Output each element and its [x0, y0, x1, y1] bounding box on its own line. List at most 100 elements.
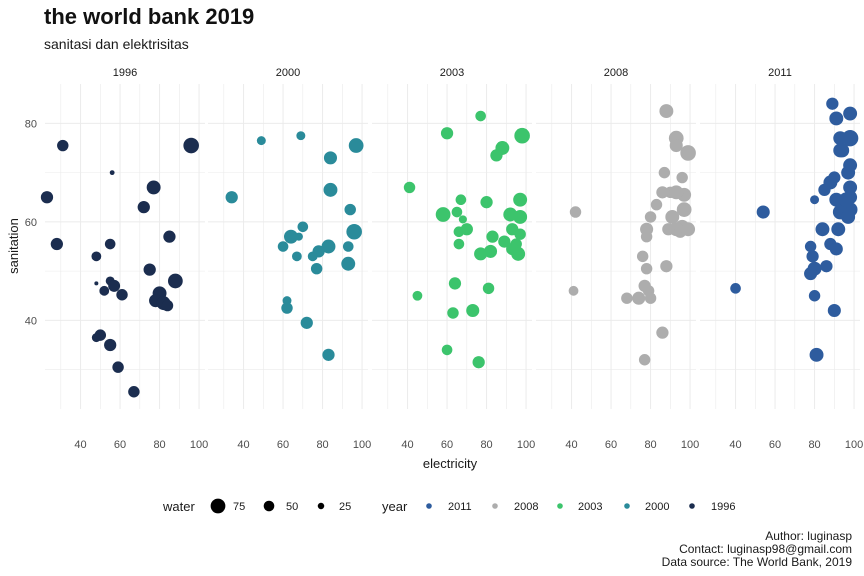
- color-legend-label: 2000: [645, 501, 669, 513]
- x-tick-label: 100: [845, 439, 863, 451]
- color-legend-key-1996: [689, 503, 695, 509]
- data-point-2000: [323, 182, 338, 197]
- data-point-2000: [348, 138, 364, 153]
- data-point-2003: [448, 277, 462, 290]
- x-axis-title: electricity: [423, 456, 478, 471]
- x-tick-label: 100: [353, 439, 371, 451]
- data-point-2000: [344, 203, 356, 216]
- x-tick-label: 100: [517, 439, 535, 451]
- data-point-1996: [146, 180, 161, 195]
- data-point-2008: [656, 186, 669, 199]
- data-point-2008: [676, 202, 692, 217]
- size-legend-key: [210, 498, 226, 514]
- data-point-2008: [656, 326, 669, 339]
- data-point-1996: [91, 333, 101, 343]
- data-point-2011: [809, 347, 824, 362]
- data-point-2008: [658, 166, 671, 179]
- chart-caption: Author: luginasp Contact: luginasp98@gma…: [662, 530, 852, 569]
- data-point-2003: [440, 127, 454, 140]
- x-tick-label: 40: [74, 439, 86, 451]
- data-point-2011: [804, 240, 817, 253]
- data-point-2008: [681, 222, 696, 237]
- data-point-1996: [94, 281, 99, 286]
- data-point-2003: [460, 223, 473, 236]
- data-point-2008: [659, 104, 674, 119]
- data-point-1996: [50, 237, 63, 251]
- data-point-2011: [843, 180, 858, 195]
- data-point-2008: [644, 292, 657, 304]
- data-point-2011: [756, 205, 770, 219]
- data-point-1996: [104, 238, 116, 250]
- data-point-2011: [820, 260, 833, 273]
- x-tick-label: 80: [480, 439, 492, 451]
- data-point-2003: [412, 290, 423, 301]
- data-point-2008: [638, 354, 651, 366]
- size-legend-label: 50: [286, 501, 298, 513]
- data-point-2008: [662, 223, 675, 236]
- data-point-2011: [818, 183, 831, 197]
- data-point-2000: [281, 302, 293, 314]
- data-point-2000: [341, 256, 356, 271]
- data-point-2008: [636, 250, 649, 263]
- data-point-2000: [256, 136, 266, 146]
- data-point-2008: [665, 209, 680, 224]
- data-point-2011: [827, 303, 841, 318]
- data-point-2000: [297, 221, 309, 233]
- data-point-2008: [660, 260, 673, 273]
- y-tick-label: 40: [25, 315, 37, 327]
- x-tick-label: 100: [681, 439, 699, 451]
- data-point-2000: [346, 223, 362, 240]
- data-point-2011: [829, 111, 844, 126]
- data-point-2000: [307, 251, 318, 262]
- data-point-2011: [826, 97, 839, 110]
- data-point-1996: [167, 273, 183, 289]
- data-point-1996: [143, 263, 156, 276]
- data-point-2011: [829, 242, 843, 256]
- caption-author: Author: luginasp: [765, 529, 852, 543]
- x-tick-label: 60: [769, 439, 781, 451]
- data-point-2008: [632, 291, 646, 305]
- data-point-2003: [435, 207, 451, 222]
- data-point-2008: [676, 171, 688, 184]
- data-point-2011: [806, 250, 819, 263]
- size-legend-title: water: [162, 499, 195, 514]
- data-point-2000: [225, 191, 238, 204]
- caption-source: Data source: The World Bank, 2019: [661, 555, 852, 569]
- data-point-2003: [482, 282, 495, 295]
- data-point-1996: [57, 139, 69, 152]
- data-point-2003: [458, 215, 467, 224]
- data-point-2011: [838, 192, 854, 208]
- data-point-2003: [475, 110, 486, 122]
- data-point-2008: [640, 262, 653, 275]
- data-point-2003: [403, 181, 416, 194]
- facet-label-2003: 2003: [440, 67, 464, 79]
- data-point-2000: [296, 131, 306, 141]
- data-point-2003: [453, 238, 465, 250]
- x-tick-label: 60: [441, 439, 453, 451]
- color-legend-label: 2008: [514, 501, 538, 513]
- x-tick-label: 60: [277, 439, 289, 451]
- x-tick-label: 80: [644, 439, 656, 451]
- data-point-2000: [277, 241, 289, 252]
- x-tick-label: 60: [114, 439, 126, 451]
- data-point-1996: [161, 299, 174, 312]
- data-point-2000: [321, 239, 336, 254]
- data-point-2011: [843, 106, 858, 121]
- data-point-2000: [284, 229, 298, 244]
- data-point-1996: [108, 279, 121, 292]
- data-point-2008: [669, 185, 684, 200]
- chart-title: the world bank 2019: [44, 4, 255, 29]
- x-tick-label: 60: [605, 439, 617, 451]
- data-point-1996: [128, 386, 140, 398]
- caption-contact: Contact: luginasp98@gmail.com: [679, 542, 852, 556]
- data-point-1996: [137, 200, 150, 214]
- data-point-1996: [112, 361, 124, 373]
- chart-subtitle: sanitasi dan elektrisitas: [44, 36, 189, 52]
- data-point-2003: [455, 194, 467, 206]
- data-point-2011: [815, 222, 830, 237]
- color-legend-key-2000: [624, 503, 630, 509]
- data-point-1996: [116, 289, 128, 301]
- x-tick-label: 40: [401, 439, 413, 451]
- data-point-2011: [808, 290, 821, 302]
- data-point-2003: [480, 196, 493, 209]
